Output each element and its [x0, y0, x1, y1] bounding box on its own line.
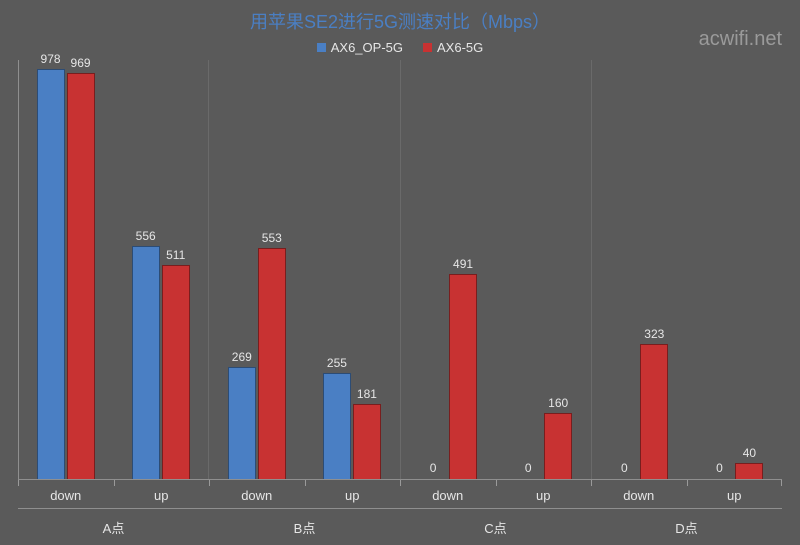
x-sub-label: up	[496, 488, 592, 503]
legend-label-0: AX6_OP-5G	[331, 40, 403, 55]
bar-value-label: 556	[136, 229, 156, 243]
group-3: 0 323 0 40	[592, 60, 782, 480]
bar-0-0-1: 969	[67, 73, 95, 480]
group-0: 978969556511	[18, 60, 209, 480]
chart-title: 用苹果SE2进行5G测速对比（Mbps）	[0, 0, 800, 34]
x-group-0: downup A点	[18, 480, 209, 545]
group-2: 0 491 0 160	[401, 60, 592, 480]
plot-area: 978969556511269553255181049101600323040	[18, 60, 782, 480]
group-1: 269553255181	[209, 60, 400, 480]
legend: AX6_OP-5G AX6-5G	[0, 40, 800, 55]
bar-pair: 0 40	[705, 60, 763, 480]
bar-value-label: 511	[166, 248, 185, 262]
bar-value-label: 255	[327, 356, 347, 370]
x-sub-label: down	[18, 488, 114, 503]
bar-pair: 269553	[228, 60, 286, 480]
bar-0-0-0: 978	[37, 69, 65, 480]
legend-swatch-0	[317, 43, 326, 52]
subgroup-1-0: 269553	[209, 60, 304, 480]
bar-3-0-1: 323	[640, 344, 668, 480]
bar-0-1-0: 556	[132, 246, 160, 480]
x-tick	[209, 480, 210, 486]
x-divider	[400, 508, 591, 509]
x-axis: downupA点downupB点downupC点downupD点	[18, 480, 782, 545]
bar-value-label: 181	[357, 387, 377, 401]
bar-value-label: 40	[743, 446, 756, 460]
x-tick	[781, 480, 782, 486]
x-group-1: downup B点	[209, 480, 400, 545]
x-main-label: C点	[400, 518, 591, 537]
bar-1-1-0: 255	[323, 373, 351, 480]
subgroup-3-1: 0 40	[687, 60, 782, 480]
x-tick	[305, 480, 306, 486]
legend-item-1: AX6-5G	[423, 40, 483, 55]
subgroup-2-1: 0 160	[496, 60, 591, 480]
x-main-label: B点	[209, 518, 400, 537]
watermark: acwifi.net	[699, 28, 782, 51]
x-sub-label: down	[400, 488, 496, 503]
bar-value-label: 160	[548, 396, 568, 410]
bar-value-label: 0	[430, 461, 437, 475]
x-tick	[496, 480, 497, 486]
bar-value-label: 0	[525, 461, 532, 475]
x-tick	[687, 480, 688, 486]
subgroup-3-0: 0 323	[592, 60, 687, 480]
x-sub-label: up	[305, 488, 401, 503]
x-sub-label: up	[114, 488, 210, 503]
bar-value-label: 553	[262, 231, 282, 245]
x-divider	[18, 508, 209, 509]
x-main-label: A点	[18, 518, 209, 537]
x-divider	[591, 508, 782, 509]
bars-row: 978969556511269553255181049101600323040	[18, 60, 782, 480]
bar-value-label: 0	[621, 461, 628, 475]
bar-value-label: 969	[71, 56, 91, 70]
bar-value-label: 323	[644, 327, 664, 341]
bar-pair: 556511	[132, 60, 190, 480]
subgroup-1-1: 255181	[304, 60, 399, 480]
bar-pair: 0 323	[610, 60, 668, 480]
x-group-2: downup C点	[400, 480, 591, 545]
bar-1-0-0: 269	[228, 367, 256, 480]
x-tick	[400, 480, 401, 486]
subgroup-2-0: 0 491	[401, 60, 496, 480]
legend-item-0: AX6_OP-5G	[317, 40, 403, 55]
x-group-3: downup D点	[591, 480, 782, 545]
bar-value-label: 269	[232, 350, 252, 364]
legend-swatch-1	[423, 43, 432, 52]
bar-value-label: 491	[453, 257, 473, 271]
bar-3-1-1: 40	[735, 463, 763, 480]
x-sub-label: up	[687, 488, 783, 503]
chart-container: 用苹果SE2进行5G测速对比（Mbps） AX6_OP-5G AX6-5G ac…	[0, 0, 800, 545]
x-sub-label: down	[591, 488, 687, 503]
bar-pair: 0 491	[419, 60, 477, 480]
bar-2-1-1: 160	[544, 413, 572, 480]
bar-pair: 0 160	[514, 60, 572, 480]
bar-2-0-1: 491	[449, 274, 477, 480]
x-sub-label: down	[209, 488, 305, 503]
bar-0-1-1: 511	[162, 265, 190, 480]
bar-pair: 978969	[37, 60, 95, 480]
subgroup-0-1: 556511	[113, 60, 208, 480]
bar-pair: 255181	[323, 60, 381, 480]
subgroup-0-0: 978969	[18, 60, 113, 480]
x-divider	[209, 508, 400, 509]
bar-1-1-1: 181	[353, 404, 381, 480]
bar-value-label: 978	[41, 52, 61, 66]
x-main-label: D点	[591, 518, 782, 537]
bar-value-label: 0	[716, 461, 723, 475]
x-tick	[114, 480, 115, 486]
x-tick	[18, 480, 19, 486]
bar-1-0-1: 553	[258, 248, 286, 480]
x-tick	[591, 480, 592, 486]
legend-label-1: AX6-5G	[437, 40, 483, 55]
